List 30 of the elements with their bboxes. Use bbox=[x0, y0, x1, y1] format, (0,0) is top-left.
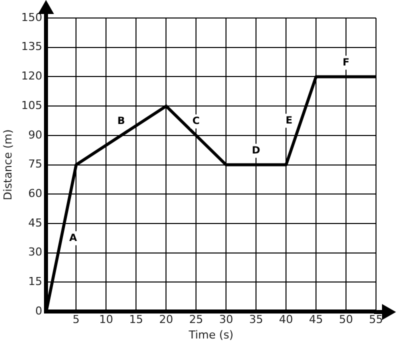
y-tick-label: 90 bbox=[28, 128, 42, 142]
x-tick-label: 55 bbox=[369, 313, 383, 326]
y-tick-label: 75 bbox=[28, 158, 42, 171]
y-tick-label: 105 bbox=[21, 98, 42, 112]
x-tick-label: 15 bbox=[129, 313, 144, 326]
annotation: F bbox=[342, 57, 350, 68]
x-tick-label: 50 bbox=[339, 313, 354, 326]
x-tick-label: 35 bbox=[249, 313, 264, 326]
x-tick-label: 5 bbox=[72, 313, 80, 326]
x-tick-label: 20 bbox=[159, 313, 174, 326]
x-tick-label: 40 bbox=[279, 313, 294, 326]
y-tick-label: 45 bbox=[28, 216, 42, 230]
annotation: D bbox=[252, 145, 260, 156]
x-tick-label: 25 bbox=[189, 313, 204, 326]
annotation: C bbox=[192, 116, 200, 128]
x-tick-label: 10 bbox=[99, 313, 114, 326]
y-tick-label: 0 bbox=[35, 304, 42, 318]
y-tick-label: 150 bbox=[21, 10, 42, 24]
y-tick-label: 15 bbox=[28, 275, 42, 288]
annotation: E bbox=[286, 115, 293, 126]
y-tick-label: 135 bbox=[21, 40, 42, 54]
x-axis-title: Time (s) bbox=[188, 328, 234, 342]
y-tick-label: 60 bbox=[28, 187, 42, 200]
x-tick-label: 45 bbox=[309, 313, 324, 326]
y-axis-title: Distance (m) bbox=[1, 129, 14, 200]
annotation: A bbox=[69, 232, 78, 244]
annotation: B bbox=[117, 116, 125, 128]
y-tick-label: 120 bbox=[21, 70, 42, 83]
x-tick-label: 30 bbox=[219, 313, 234, 326]
y-tick-label: 30 bbox=[28, 246, 42, 259]
